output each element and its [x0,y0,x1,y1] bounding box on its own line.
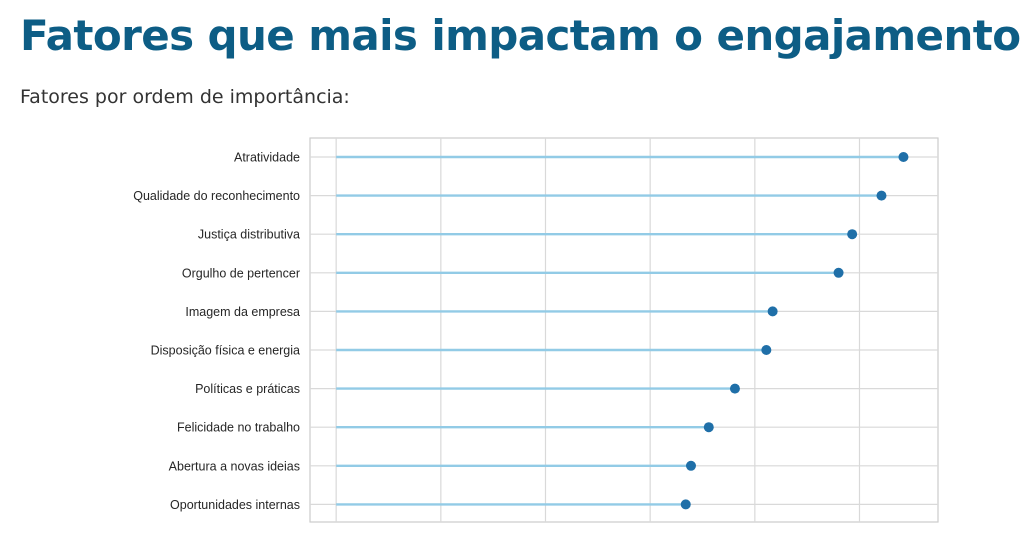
stem-layer [336,155,904,506]
marker-layer [680,152,909,510]
lollipop-marker [847,229,858,240]
category-label: Oportunidades internas [170,498,300,512]
chart-subtitle: Fatores por ordem de importância: [20,86,350,108]
lollipop-marker [685,460,696,471]
page-title: Fatores que mais impactam o engajamento [20,11,1021,60]
plot-frame [309,137,939,523]
lollipop-marker [761,345,772,355]
lollipop-marker [876,190,887,201]
category-label: Justiça distributiva [198,228,300,242]
lollipop-marker [898,152,909,162]
category-label: Abertura a novas ideias [169,459,300,473]
category-label: Felicidade no trabalho [177,421,300,435]
category-label: Políticas e práticas [195,382,300,396]
lollipop-marker [703,422,714,433]
category-label: Disposição física e energia [151,344,300,358]
lollipop-marker [767,306,778,317]
category-label: Orgulho de pertencer [182,266,300,280]
lollipop-marker [833,267,844,278]
lollipop-marker [729,383,740,394]
category-labels: Atratividade Qualidade do reconhecimento J… [133,151,300,512]
lollipop-marker [680,499,691,510]
category-label: Atratividade [234,151,300,165]
category-label: Imagem da empresa [185,305,300,319]
category-label: Qualidade do reconhecimento [133,189,300,203]
